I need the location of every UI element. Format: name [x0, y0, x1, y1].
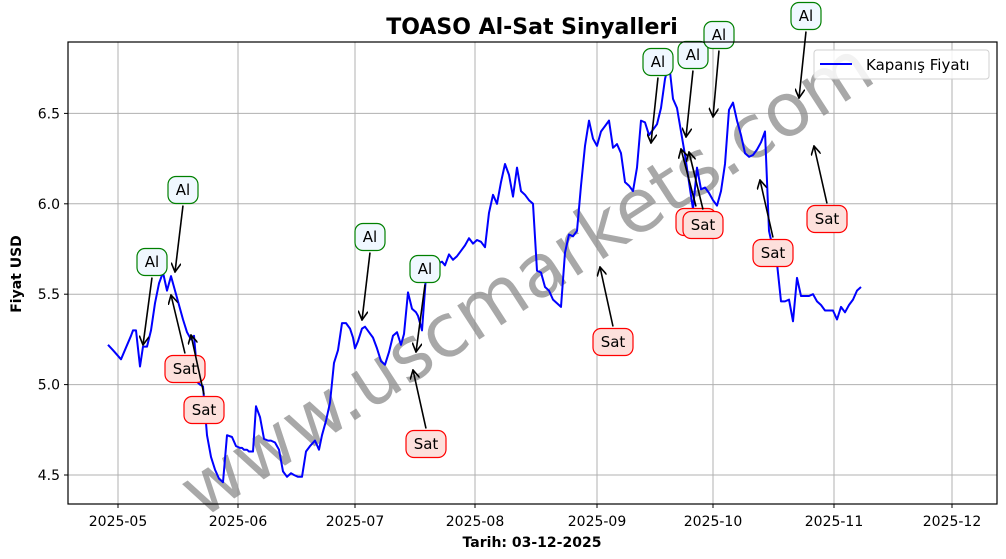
signal-arrow [416, 284, 426, 353]
signal-label: Al [418, 260, 432, 278]
x-tick-label: 2025-05 [89, 514, 148, 530]
x-tick-label: 2025-11 [805, 514, 864, 530]
signal-arrow [413, 370, 427, 429]
signal-label: Sat [691, 216, 716, 234]
signal-arrow [814, 146, 828, 204]
signal-arrow [686, 70, 694, 138]
buy-signal-box [790, 1, 822, 31]
legend-label: Kapanış Fiyatı [866, 56, 970, 74]
x-tick-label: 2025-07 [326, 514, 385, 530]
chart-title: TOASO Al-Sat Sinyalleri [386, 15, 678, 40]
y-axis-ticks: 4.5 5.0 5.5 6.0 6.5 [38, 106, 68, 484]
buy-signal-box [642, 47, 674, 77]
legend-box [813, 49, 990, 80]
x-tick-label: 2025-09 [568, 514, 627, 530]
signal-label: Al [363, 228, 377, 246]
buy-signal: Al [136, 247, 168, 346]
sell-signal-box [806, 204, 848, 234]
signal-label: Al [712, 26, 726, 44]
signal-arrow [760, 180, 774, 238]
buy-signal: Al [790, 1, 822, 99]
signal-label: Sat [414, 435, 439, 453]
signal-label: Sat [815, 210, 840, 228]
buy-signal-box [136, 247, 168, 277]
signal-arrow [143, 277, 153, 346]
signal-label: Sat [601, 333, 626, 351]
signal-annotations: AlAlSatSatAlAlSatSatAlAlAlSatSatSatAlSat [136, 1, 848, 459]
sell-signal-box [405, 429, 447, 459]
y-tick-label: 6.0 [38, 197, 60, 213]
sell-signal: Sat [592, 267, 634, 357]
x-axis-ticks: 2025-05 2025-06 2025-07 2025-08 2025-09 2025-… [89, 504, 982, 530]
y-tick-label: 4.5 [38, 468, 60, 484]
sell-signal-box [682, 210, 724, 240]
watermark-text: www.uscmarkets.com [164, 23, 888, 535]
y-tick-label: 5.5 [38, 287, 60, 303]
y-tick-label: 5.0 [38, 378, 60, 394]
y-axis-label: Fiyat USD [9, 235, 25, 313]
buy-signal: Al [167, 175, 199, 273]
sell-signal: Sat [752, 180, 794, 268]
signal-arrow [651, 77, 659, 144]
sell-signal: Sat [682, 152, 724, 240]
buy-signal: Al [354, 222, 386, 321]
signal-arrow [175, 205, 184, 273]
x-tick-label: 2025-08 [446, 514, 505, 530]
signal-label: Sat [192, 401, 217, 419]
y-tick-label: 6.5 [38, 106, 60, 122]
signal-arrow [681, 149, 697, 207]
sell-signal: Sat [164, 295, 206, 384]
sell-signal-box [183, 395, 225, 425]
x-tick-label: 2025-12 [923, 514, 982, 530]
sell-signal-box [752, 238, 794, 268]
grid-lines [68, 42, 997, 504]
signal-arrow [171, 295, 186, 354]
plot-frame [67, 41, 998, 505]
signal-label: Al [686, 46, 700, 64]
signal-arrow [362, 252, 371, 321]
sell-signal-box [592, 327, 634, 357]
signal-label: Al [145, 253, 159, 271]
buy-signal: Al [677, 40, 709, 138]
signal-arrow [600, 267, 614, 327]
sell-signal: Sat [405, 370, 447, 459]
signal-arrow [689, 152, 704, 210]
sell-signal: Sat [183, 335, 225, 425]
sell-signal-box [164, 354, 206, 384]
buy-signal-box [167, 175, 199, 205]
sell-signal: Sat [806, 146, 848, 234]
signal-label: Al [176, 181, 190, 199]
buy-signal: Al [642, 47, 674, 144]
signal-label: Al [651, 53, 665, 71]
signal-arrow [713, 50, 720, 118]
signal-label: Al [799, 7, 813, 25]
buy-signal: Al [409, 254, 441, 353]
legend: Kapanış Fiyatı [813, 49, 990, 80]
signal-label: Sat [173, 360, 198, 378]
buy-signal-box [409, 254, 441, 284]
buy-signal-box [354, 222, 386, 252]
watermark: www.uscmarkets.com [164, 23, 888, 535]
x-tick-label: 2025-06 [209, 514, 268, 530]
x-axis-label: Tarih: 03-12-2025 [463, 535, 602, 551]
x-tick-label: 2025-10 [684, 514, 743, 530]
signal-label: Sat [761, 244, 786, 262]
signal-arrow [191, 335, 205, 395]
price-line [107, 61, 862, 484]
